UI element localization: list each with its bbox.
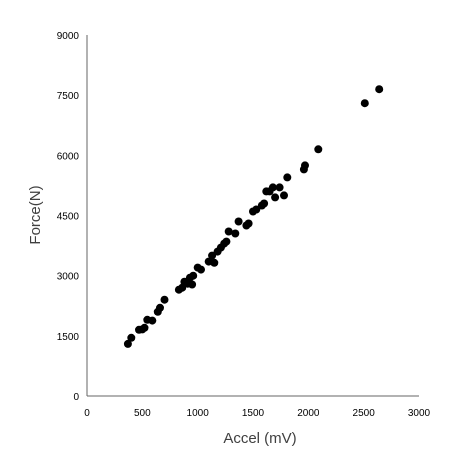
y-tick-label: 9000 — [57, 31, 80, 42]
data-point — [252, 205, 261, 214]
y-tick-label: 7500 — [57, 91, 80, 102]
y-tick-label: 0 — [73, 392, 79, 403]
data-point — [231, 229, 240, 238]
data-point — [140, 323, 149, 332]
data-point — [222, 237, 231, 246]
x-tick-label: 2500 — [353, 408, 376, 419]
x-axis-ticks: 0 500 1000 1500 2000 2500 3000 — [84, 408, 430, 419]
x-tick-label: 1000 — [187, 408, 210, 419]
data-point — [197, 265, 205, 274]
x-tick-label: 500 — [134, 408, 151, 419]
data-point — [280, 191, 288, 200]
data-point — [208, 251, 217, 260]
data-point — [375, 85, 384, 94]
data-point — [178, 283, 187, 292]
data-point — [360, 99, 369, 108]
x-tick-label: 2000 — [297, 408, 320, 419]
data-point — [127, 333, 136, 342]
data-point — [314, 145, 323, 154]
data-point — [160, 295, 169, 304]
data-point — [188, 280, 197, 289]
data-point — [275, 183, 284, 192]
y-axis-ticks: 0 1500 3000 4500 6000 7500 9000 — [57, 31, 80, 403]
data-point — [210, 258, 219, 267]
data-point — [268, 183, 277, 192]
y-tick-label: 3000 — [57, 272, 80, 283]
data-point — [234, 217, 243, 226]
data-point — [283, 173, 292, 182]
x-tick-label: 0 — [84, 408, 90, 419]
data-point — [301, 161, 309, 170]
y-tick-label: 4500 — [57, 212, 80, 223]
x-tick-label: 1500 — [242, 408, 265, 419]
data-point — [271, 193, 280, 202]
data-point — [260, 199, 269, 208]
data-point — [224, 227, 233, 236]
data-point — [156, 303, 164, 312]
data-point — [148, 316, 157, 325]
data-points — [123, 85, 384, 348]
x-axis-label: Accel (mV) — [223, 430, 296, 447]
data-point — [244, 219, 253, 228]
y-tick-label: 1500 — [57, 332, 80, 343]
data-point — [189, 271, 198, 280]
x-tick-label: 3000 — [408, 408, 431, 419]
y-axis-label: Force(N) — [27, 185, 44, 244]
y-tick-label: 6000 — [57, 151, 80, 162]
data-point — [123, 339, 132, 348]
